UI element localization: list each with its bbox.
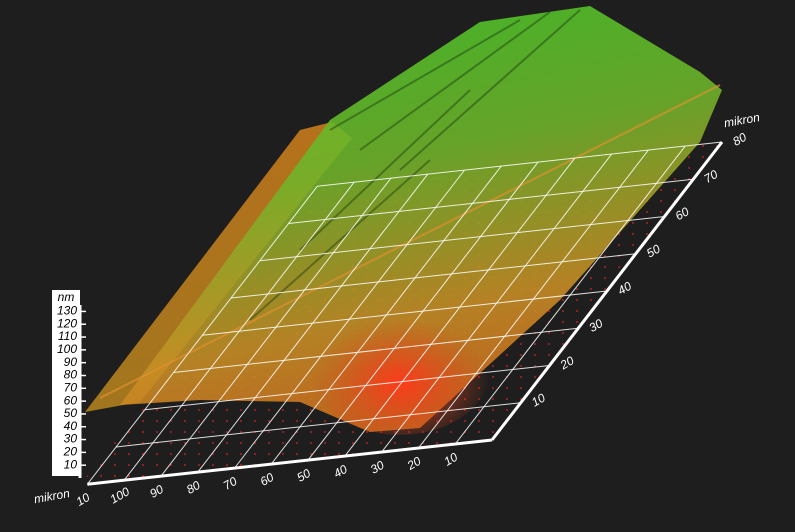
y-axis-label: mikron	[723, 110, 761, 130]
x-tick-label: 10	[442, 450, 461, 469]
x-tick-label: 70	[221, 474, 240, 493]
z-tick-label: 80	[64, 368, 78, 382]
z-tick-label: 110	[58, 329, 77, 343]
x-tick-label: 80	[184, 478, 203, 497]
y-tick-label: 10	[529, 390, 548, 409]
grid-line	[202, 290, 608, 336]
x-tick-label: 30	[368, 458, 387, 477]
y-tick-label: 80	[730, 130, 749, 149]
z-axis-label: nm	[58, 290, 75, 304]
y-tick-label: 30	[587, 316, 606, 335]
grid-line	[317, 141, 723, 187]
grid-line	[259, 216, 665, 262]
y-tick-label: 60	[673, 204, 692, 223]
surface-peak	[310, 305, 490, 435]
x-tick-label: 100	[108, 484, 133, 506]
x-tick-label: 90	[147, 482, 166, 501]
y-tick-label: 50	[644, 241, 663, 260]
axis-line	[87, 438, 493, 486]
x-tick-label: 10	[74, 490, 93, 509]
z-tick-label: 90	[64, 355, 78, 369]
z-tick-label: 130	[57, 304, 77, 318]
y-tick-label: 70	[702, 167, 721, 186]
z-tick-label: 30	[64, 432, 78, 446]
x-tick-label: 20	[404, 454, 424, 473]
z-tick-label: 60	[64, 393, 78, 407]
z-tick-label: 20	[63, 445, 78, 459]
y-tick-label: 40	[615, 279, 634, 298]
z-tick-label: 120	[57, 316, 77, 330]
grid-line	[144, 365, 550, 411]
grid-line	[116, 402, 521, 448]
grid-line	[231, 253, 636, 299]
grid-line	[288, 178, 694, 224]
surface	[120, 6, 722, 432]
x-tick-label: 50	[294, 466, 313, 485]
z-tick-label: 50	[64, 406, 78, 420]
x-tick-label: 60	[258, 470, 277, 489]
grid-line	[173, 327, 579, 373]
y-tick-label: 20	[557, 353, 577, 372]
x-axis-label: mikron	[33, 486, 71, 506]
z-axis-background	[52, 290, 80, 476]
z-tick-label: 40	[64, 419, 78, 433]
surface-texture	[249, 9, 581, 321]
x-tick-label: 40	[331, 462, 350, 481]
z-tick-label: 70	[64, 380, 78, 394]
z-tick-label: 10	[64, 457, 78, 471]
z-tick-label: 100	[57, 342, 77, 356]
